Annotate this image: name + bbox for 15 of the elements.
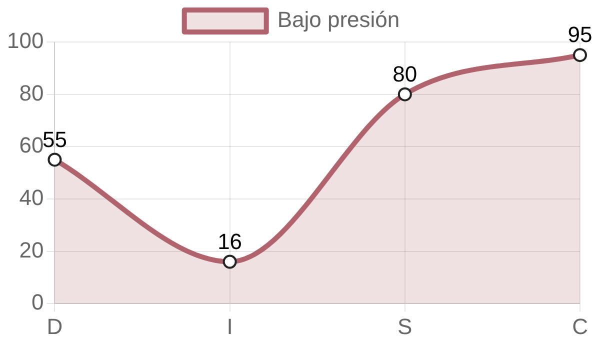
data-label: 55 [42, 126, 67, 152]
y-tick-label: 20 [19, 237, 44, 262]
y-tick-label: 60 [19, 132, 44, 158]
data-label: 95 [568, 22, 592, 48]
x-tick-label: C [572, 314, 588, 339]
x-tick-label: I [226, 314, 233, 339]
y-tick-label: 0 [31, 290, 44, 315]
x-tick-label: S [398, 314, 412, 339]
legend-label: Bajo presión [277, 7, 400, 32]
data-label: 80 [392, 61, 418, 86]
y-tick-label: 80 [19, 80, 44, 106]
y-tick-label: 40 [19, 185, 44, 210]
y-tick-label: 100 [6, 28, 44, 54]
x-tick-label: D [46, 314, 63, 339]
data-label: 16 [218, 228, 242, 254]
